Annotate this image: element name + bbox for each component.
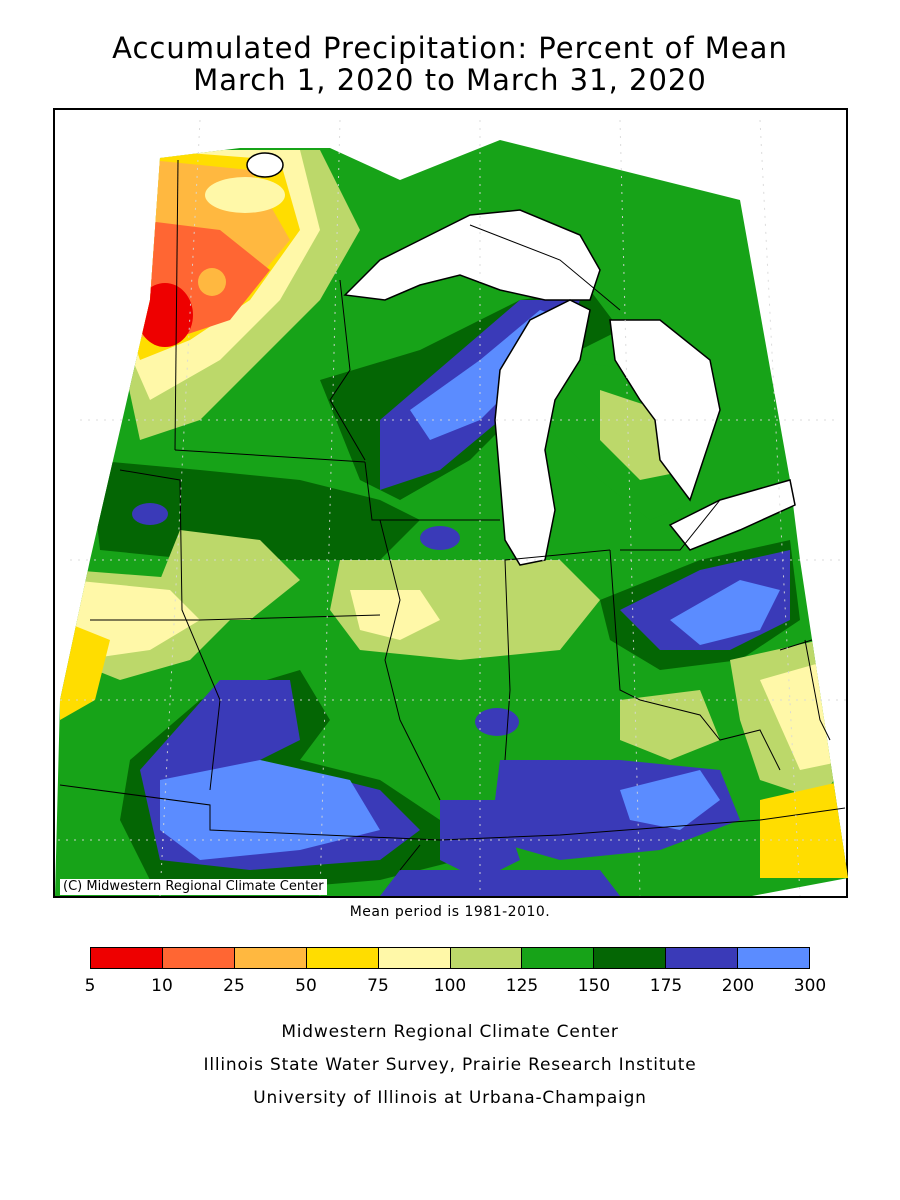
legend-tick-label: 25 — [223, 976, 245, 996]
state-boundaries — [59, 159, 846, 871]
legend-swatch — [450, 948, 523, 968]
legend-swatch — [234, 948, 307, 968]
legend-swatch — [594, 948, 667, 968]
footer-line-3: University of Illinois at Urbana-Champai… — [253, 1088, 647, 1108]
legend-tick-label: 5 — [84, 976, 96, 996]
legend-tick-label: 200 — [721, 976, 755, 996]
precipitation-map — [53, 108, 848, 898]
legend-tick-label: 50 — [295, 976, 317, 996]
legend-tick-label: 300 — [793, 976, 827, 996]
legend-tick-label: 100 — [433, 976, 467, 996]
legend-swatch — [162, 948, 235, 968]
map-title-line-1: Accumulated Precipitation: Percent of Me… — [112, 31, 788, 65]
great-lakes — [246, 152, 796, 566]
legend-colorbar — [90, 947, 810, 969]
legend-swatch — [522, 948, 595, 968]
map-copyright-credit: (C) Midwestern Regional Climate Center — [60, 879, 327, 895]
lake-michigan — [494, 299, 591, 566]
legend-tick-label: 175 — [649, 976, 683, 996]
graticule — [58, 119, 847, 897]
legend-swatch — [666, 948, 739, 968]
legend-swatch — [306, 948, 379, 968]
map-title-line-2: March 1, 2020 to March 31, 2020 — [193, 63, 707, 97]
footer-line-1: Midwestern Regional Climate Center — [281, 1022, 619, 1042]
legend-tick-label: 150 — [577, 976, 611, 996]
legend-swatch — [91, 948, 163, 968]
legend-swatch — [738, 948, 810, 968]
legend-swatch — [378, 948, 451, 968]
footer-line-2: Illinois State Water Survey, Prairie Res… — [203, 1055, 697, 1075]
legend-tick-label: 125 — [505, 976, 539, 996]
lake-superior — [343, 209, 601, 301]
lake-huron — [609, 319, 721, 502]
legend-tick-label: 75 — [367, 976, 389, 996]
lake-of-the-woods — [246, 152, 284, 178]
mean-period-note: Mean period is 1981-2010. — [349, 904, 551, 920]
legend-tick-label: 10 — [151, 976, 173, 996]
